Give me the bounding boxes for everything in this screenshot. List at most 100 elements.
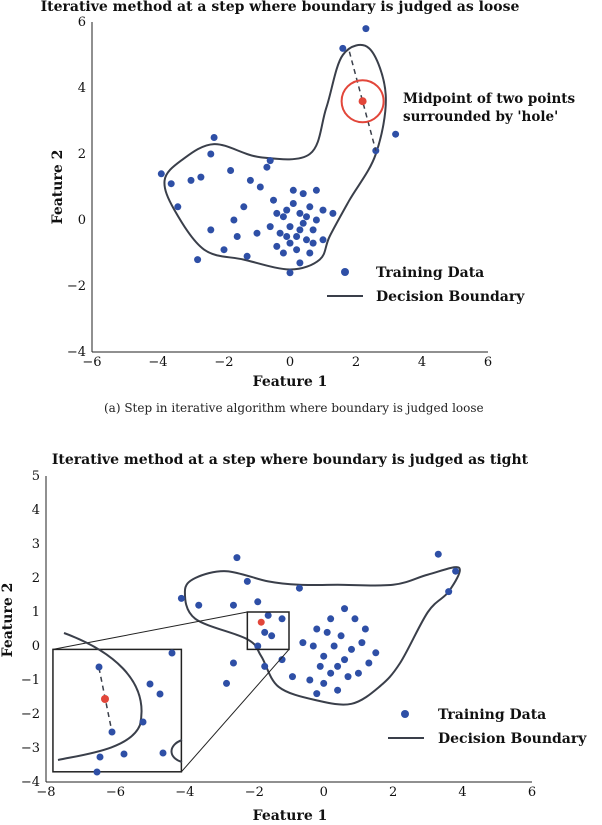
chart-b-data-point xyxy=(254,598,262,606)
chart-b-ytick: 3 xyxy=(32,537,40,552)
chart-b-xtick: −4 xyxy=(175,785,194,800)
chart-a-legend-training-data: Training Data xyxy=(376,265,484,281)
chart-b-data-point xyxy=(320,652,328,660)
chart-a-data-point xyxy=(266,223,274,231)
chart-b-ytick: 2 xyxy=(32,571,40,586)
chart-b-midpoint xyxy=(257,618,265,626)
chart-b-decision-boundary xyxy=(183,566,461,706)
chart-b-zoom-connector-top xyxy=(52,611,248,650)
chart-b-data-point xyxy=(306,676,314,684)
chart-b-inset-midpoint xyxy=(101,695,109,703)
chart-b-inset-point xyxy=(95,663,103,671)
chart-a-data-point xyxy=(296,226,304,234)
chart-a-data-point xyxy=(279,213,287,221)
chart-a-data-point xyxy=(319,206,327,214)
caption-a: (a) Step in iterative algorithm where bo… xyxy=(104,401,484,415)
chart-b-ytick: −1 xyxy=(21,673,40,688)
chart-b-data-point xyxy=(334,686,342,694)
chart-b-ytick: −3 xyxy=(21,741,40,756)
chart-a-data-point xyxy=(303,236,310,244)
chart-b-data-point xyxy=(351,615,359,623)
chart-b-xtick: 0 xyxy=(320,785,328,800)
chart-b-data-point xyxy=(341,605,349,613)
chart-b-data-point xyxy=(372,649,380,657)
chart-b-ytick: 4 xyxy=(32,503,40,518)
chart-a-ytick: 0 xyxy=(78,213,86,228)
chart-a-data-point xyxy=(246,176,254,184)
chart-b-data-point xyxy=(195,601,203,609)
chart-b-data-point xyxy=(365,659,373,667)
chart-b-inset-point xyxy=(120,750,128,758)
chart-a-xtick: 4 xyxy=(418,355,426,370)
chart-b-data-point xyxy=(264,611,272,619)
chart-b-inset-point xyxy=(108,728,116,736)
chart-b-data-point xyxy=(233,554,241,562)
chart-b-data-point xyxy=(327,615,335,623)
chart-a-ytick: −4 xyxy=(67,345,86,360)
chart-b-inset-point xyxy=(159,749,167,757)
chart-b-ylabel: Feature 2 xyxy=(0,583,16,658)
chart-b-legend-decision-boundary: Decision Boundary xyxy=(438,731,587,747)
chart-b-axes: −8 −6 −4 −2 0 2 4 6 −4 −3 −2 −1 0 1 2 3 4 5 xyxy=(21,469,536,800)
chart-b-inset-point xyxy=(146,680,154,688)
chart-a-data-point xyxy=(230,216,238,224)
chart-b-data-point xyxy=(254,642,262,650)
chart-b-data-point xyxy=(347,645,355,653)
chart-a-data-point xyxy=(266,157,274,165)
chart-a-data-point xyxy=(263,163,271,171)
chart-b-legend: Training Data Decision Boundary xyxy=(388,707,587,747)
chart-a-data-point xyxy=(309,239,317,247)
chart-b-data-point xyxy=(445,588,453,596)
chart-a-data-point xyxy=(167,180,175,188)
chart-b-inset xyxy=(52,632,183,776)
chart-b-data-point xyxy=(278,656,286,664)
chart-b-xtick: 2 xyxy=(389,785,397,800)
chart-b-data-point xyxy=(229,601,237,609)
chart-a-title: Iterative method at a step where boundar… xyxy=(41,0,520,15)
chart-a-xlabel: Feature 1 xyxy=(253,374,328,390)
chart-b-data-point xyxy=(361,625,369,633)
chart-b-data-point xyxy=(337,632,345,640)
chart-b-data-point xyxy=(358,639,366,647)
chart-a-data-point xyxy=(207,150,215,158)
chart-a-data-point xyxy=(303,213,310,221)
chart-a-data-point xyxy=(296,209,304,217)
chart-b-data-point xyxy=(341,656,349,664)
chart-b-data-point xyxy=(177,594,185,602)
chart-a-data-point xyxy=(306,249,314,257)
chart-a-data-point xyxy=(157,170,165,178)
chart-a-data-point xyxy=(319,236,327,244)
chart-b-ytick: 0 xyxy=(32,639,40,654)
chart-b-data-point xyxy=(309,642,317,650)
chart-b-data-point xyxy=(354,669,362,677)
chart-a-data-point xyxy=(283,206,291,214)
chart-a-data-point xyxy=(286,239,294,247)
chart-b-data-point xyxy=(344,673,352,681)
chart-b-ytick: 5 xyxy=(32,469,40,484)
chart-b-data-point xyxy=(288,673,296,681)
chart-b-data-point xyxy=(223,679,231,687)
chart-b-training-points xyxy=(177,550,460,698)
chart-b-xlabel: Feature 1 xyxy=(253,808,328,824)
chart-b-data-point xyxy=(261,662,269,670)
chart-b-data-point xyxy=(313,690,321,698)
chart-b-inset-segment xyxy=(98,667,113,733)
chart-a-data-point xyxy=(283,233,291,240)
chart-b-data-point xyxy=(268,632,276,640)
chart-a-data-point xyxy=(296,259,304,267)
chart-b-xtick: 6 xyxy=(528,785,536,800)
chart-a-xtick: 6 xyxy=(484,355,492,370)
chart-a-data-point xyxy=(392,130,400,138)
chart-a-decision-boundary xyxy=(163,43,387,271)
chart-a-ytick: 2 xyxy=(78,147,86,162)
chart-a-ylabel: Feature 2 xyxy=(50,150,66,225)
chart-a-data-point xyxy=(286,223,294,231)
chart-a-xtick: −2 xyxy=(214,355,233,370)
chart-loose-boundary: Iterative method at a step where boundar… xyxy=(41,0,576,390)
chart-b-zoom-region xyxy=(246,611,290,651)
chart-a-data-point xyxy=(299,190,307,198)
chart-a-data-point xyxy=(362,25,370,33)
chart-a-data-point xyxy=(233,233,241,240)
chart-a-data-point xyxy=(276,229,284,237)
